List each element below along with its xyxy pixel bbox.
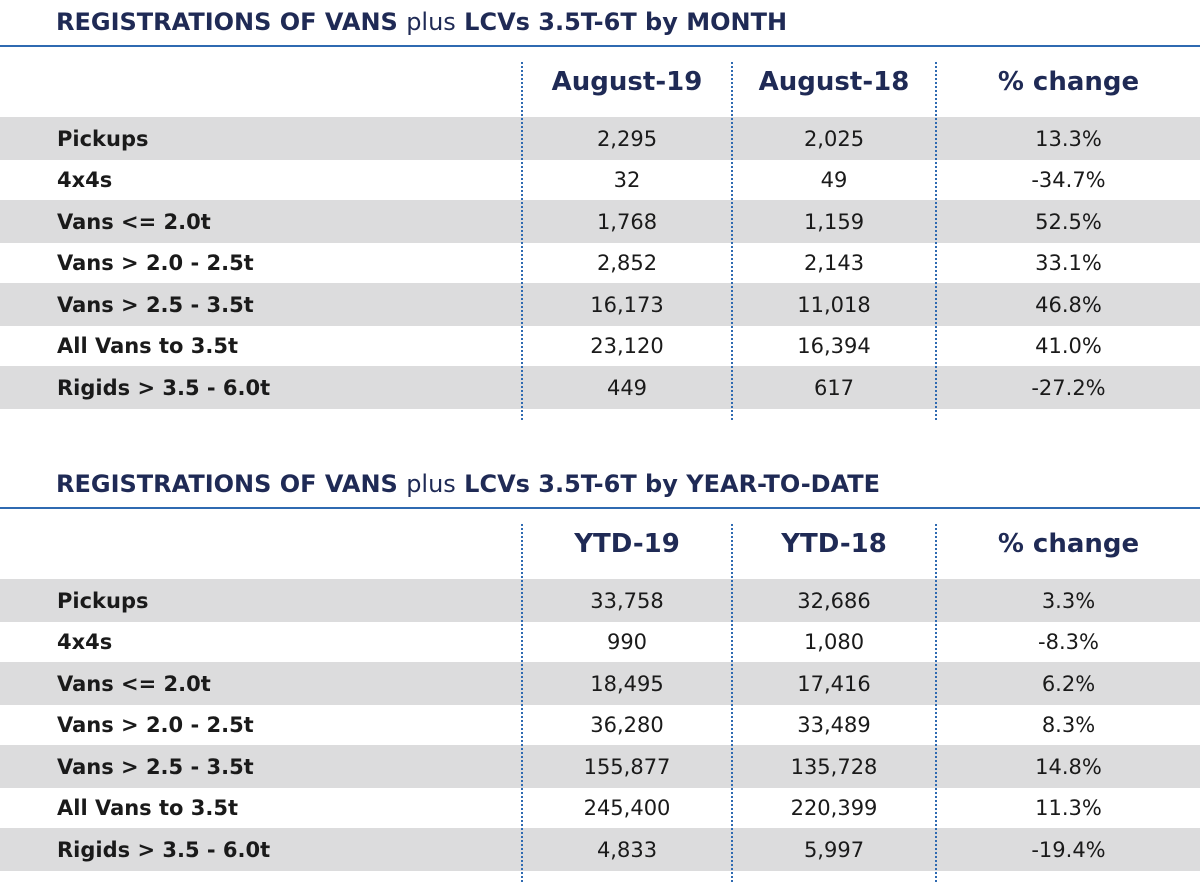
table-row: Vans <= 2.0t 18,495 17,416 6.2% [0, 662, 1200, 705]
value-current: 18,495 [590, 671, 664, 696]
table-row: Rigids > 3.5 - 6.0t 4,833 5,997 -19.4% [0, 828, 1200, 871]
value-previous: 16,394 [797, 334, 871, 358]
column-divider [731, 62, 733, 420]
column-divider [935, 524, 937, 882]
row-label: Vans <= 2.0t [57, 209, 211, 234]
value-change: 13.3% [1035, 126, 1102, 151]
row-label: Vans > 2.0 - 2.5t [57, 713, 254, 737]
value-change: 6.2% [1041, 671, 1096, 696]
row-label: Vans > 2.5 - 3.5t [57, 292, 254, 317]
table-row: Pickups 33,758 32,686 3.3% [0, 579, 1200, 622]
table-title: REGISTRATIONS OF VANS plus LCVs 3.5T-6T … [56, 8, 788, 36]
value-current: 449 [606, 375, 648, 400]
value-previous: 617 [813, 375, 855, 400]
column-divider [521, 524, 523, 882]
value-change: -8.3% [1038, 630, 1099, 654]
value-current: 4,833 [596, 837, 658, 862]
row-label: Pickups [57, 126, 149, 151]
value-previous: 17,416 [797, 671, 871, 696]
row-label: All Vans to 3.5t [57, 334, 239, 358]
table-row: All Vans to 3.5t 23,120 16,394 41.0% [0, 326, 1200, 366]
column-header-previous: August-18 [758, 67, 910, 97]
value-previous: 1,080 [803, 630, 865, 654]
row-label: Vans > 2.5 - 3.5t [57, 754, 254, 779]
value-change: 33.1% [1035, 251, 1102, 275]
value-previous: 135,728 [790, 754, 878, 779]
row-label: 4x4s [57, 630, 113, 654]
value-change: 46.8% [1035, 292, 1102, 317]
column-divider [731, 524, 733, 882]
value-change: 52.5% [1035, 209, 1102, 234]
table-row: Vans > 2.0 - 2.5t 2,852 2,143 33.1% [0, 243, 1200, 283]
row-label: Pickups [57, 588, 149, 613]
row-label: All Vans to 3.5t [57, 796, 239, 820]
value-previous: 2,143 [803, 251, 865, 275]
value-previous: 220,399 [790, 796, 878, 820]
value-current: 33,758 [590, 588, 664, 613]
value-previous: 11,018 [797, 292, 871, 317]
row-label: Vans <= 2.0t [57, 671, 211, 696]
table-row: Pickups 2,295 2,025 13.3% [0, 117, 1200, 160]
value-change: -27.2% [1031, 375, 1106, 400]
value-current: 245,400 [583, 796, 671, 820]
column-header-previous: YTD-18 [781, 529, 887, 559]
value-change: 41.0% [1035, 334, 1102, 358]
row-label: Vans > 2.0 - 2.5t [57, 251, 254, 275]
value-current: 23,120 [590, 334, 664, 358]
value-current: 32 [613, 168, 641, 192]
table-row: Vans > 2.0 - 2.5t 36,280 33,489 8.3% [0, 705, 1200, 745]
value-change: -34.7% [1031, 168, 1106, 192]
title-divider [0, 507, 1200, 509]
table-row: Vans > 2.5 - 3.5t 16,173 11,018 46.8% [0, 283, 1200, 326]
row-label: 4x4s [57, 168, 113, 192]
value-change: 11.3% [1035, 796, 1102, 820]
table-row: Vans > 2.5 - 3.5t 155,877 135,728 14.8% [0, 745, 1200, 788]
value-previous: 49 [820, 168, 848, 192]
table-row: Vans <= 2.0t 1,768 1,159 52.5% [0, 200, 1200, 243]
column-header-current: YTD-19 [574, 529, 680, 559]
table-row: Rigids > 3.5 - 6.0t 449 617 -27.2% [0, 366, 1200, 409]
value-previous: 1,159 [803, 209, 865, 234]
column-divider [935, 62, 937, 420]
table-title: REGISTRATIONS OF VANS plus LCVs 3.5T-6T … [56, 470, 881, 498]
table-row: 4x4s 990 1,080 -8.3% [0, 622, 1200, 662]
value-current: 2,852 [596, 251, 658, 275]
column-header-current: August-19 [551, 67, 703, 97]
table-row: All Vans to 3.5t 245,400 220,399 11.3% [0, 788, 1200, 828]
value-change: -19.4% [1031, 837, 1106, 862]
row-label: Rigids > 3.5 - 6.0t [57, 375, 271, 400]
column-header-change: % change [997, 529, 1140, 559]
value-change: 8.3% [1041, 713, 1096, 737]
column-header-change: % change [997, 67, 1140, 97]
value-current: 1,768 [596, 209, 658, 234]
table-body: Pickups 33,758 32,686 3.3% 4x4s 990 1,080 -8.3… [0, 579, 1200, 871]
value-current: 990 [606, 630, 648, 654]
table-row: 4x4s 32 49 -34.7% [0, 160, 1200, 200]
row-label: Rigids > 3.5 - 6.0t [57, 837, 271, 862]
value-current: 36,280 [590, 713, 664, 737]
title-divider [0, 45, 1200, 47]
value-previous: 2,025 [803, 126, 865, 151]
value-change: 14.8% [1035, 754, 1102, 779]
column-divider [521, 62, 523, 420]
value-change: 3.3% [1041, 588, 1096, 613]
value-current: 16,173 [590, 292, 664, 317]
value-previous: 32,686 [797, 588, 871, 613]
value-previous: 5,997 [803, 837, 865, 862]
value-previous: 33,489 [797, 713, 871, 737]
table-body: Pickups 2,295 2,025 13.3% 4x4s 32 49 -34.7% Va… [0, 117, 1200, 409]
value-current: 155,877 [583, 754, 671, 779]
value-current: 2,295 [596, 126, 658, 151]
